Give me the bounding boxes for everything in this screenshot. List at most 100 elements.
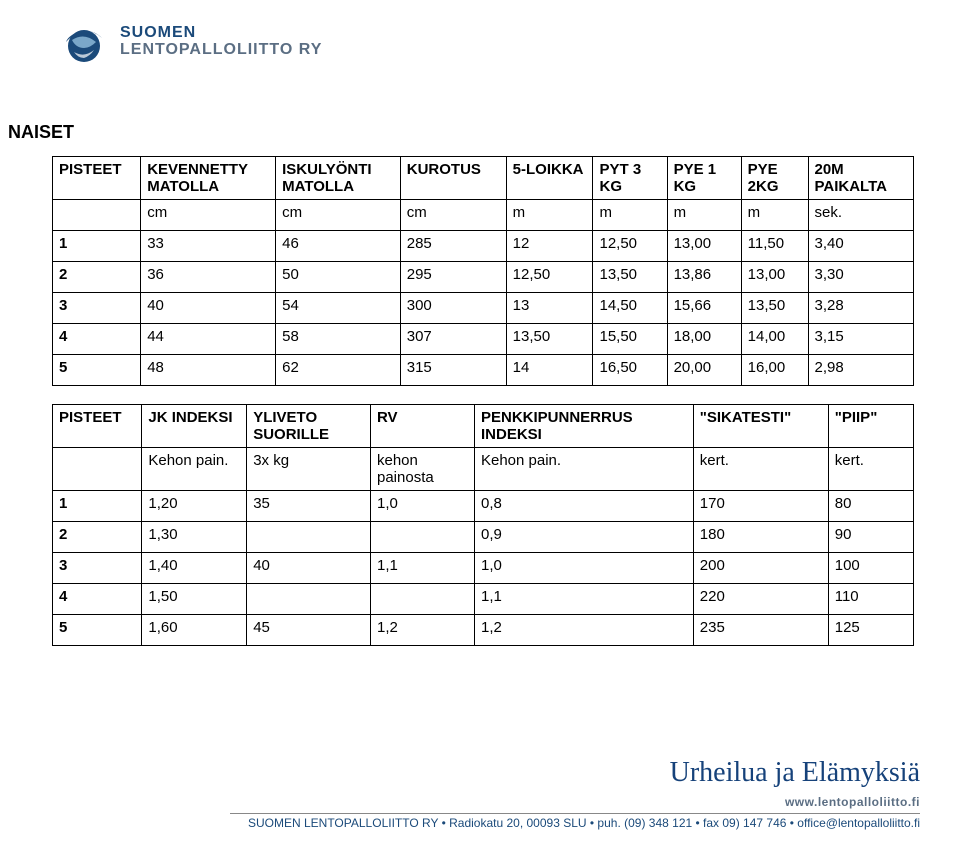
table-cell: 13,50 [593,262,667,293]
table2-container: PISTEET JK INDEKSI YLIVETO SUORILLE RV P… [52,404,914,646]
t2-h4: RV [371,405,475,448]
table-row: 11,20351,00,817080 [53,491,914,522]
section-title: NAISET [8,122,74,143]
table-cell: 13,50 [741,293,808,324]
table-cell: 4 [53,584,142,615]
table-cell: 1,0 [474,553,693,584]
table-row: 4445830713,5015,5018,0014,003,15 [53,324,914,355]
table-cell [247,584,371,615]
logo-ball-icon [56,18,112,66]
t1-u8: m [741,200,808,231]
table-cell: 295 [400,262,506,293]
table-cell: 15,66 [667,293,741,324]
table-cell: 285 [400,231,506,262]
table-cell: 125 [828,615,913,646]
table-cell: 13,86 [667,262,741,293]
table-cell: 50 [276,262,401,293]
table-cell: 13,00 [667,231,741,262]
t1-h6: PYT 3 KG [593,157,667,200]
t2-h2: JK INDEKSI [142,405,247,448]
table-cell: 110 [828,584,913,615]
logo-line2: LENTOPALLOLIITTO RY [120,42,322,59]
table-cell: 16,00 [741,355,808,386]
t2-u3: 3x kg [247,448,371,491]
table-row: 133462851212,5013,0011,503,40 [53,231,914,262]
table-cell: 40 [247,553,371,584]
table-row: 51,60451,21,2235125 [53,615,914,646]
t2-h6: "SIKATESTI" [693,405,828,448]
table-cell: 45 [247,615,371,646]
table-cell [371,522,475,553]
table-cell: 20,00 [667,355,741,386]
table-cell: 3,28 [808,293,914,324]
table-cell: 2,98 [808,355,914,386]
t1-u7: m [667,200,741,231]
t2-u6: kert. [693,448,828,491]
table-cell: 13,50 [506,324,593,355]
t2-u4: kehon painosta [371,448,475,491]
table-cell: 1,20 [142,491,247,522]
table-cell: 14,50 [593,293,667,324]
table-row: 31,40401,11,0200100 [53,553,914,584]
table-cell: 11,50 [741,231,808,262]
t1-u1 [53,200,141,231]
table1-container: PISTEET KEVENNETTY MATOLLA ISKULYÖNTI MA… [52,156,914,386]
t1-u4: cm [400,200,506,231]
footer-slogan: Urheilua ja Elämyksiä [230,757,920,789]
t1-h4: KUROTUS [400,157,506,200]
t1-h7: PYE 1 KG [667,157,741,200]
logo-text: SUOMEN LENTOPALLOLIITTO RY [120,25,322,59]
table-cell: 16,50 [593,355,667,386]
table-cell: 1,1 [371,553,475,584]
table-cell: 220 [693,584,828,615]
table-row: 340543001314,5015,6613,503,28 [53,293,914,324]
footer-divider [230,813,920,814]
table-row: 21,300,918090 [53,522,914,553]
t2-h5: PENKKIPUNNERRUS INDEKSI [474,405,693,448]
table-cell: 4 [53,324,141,355]
table-cell: 90 [828,522,913,553]
table-cell: 1,0 [371,491,475,522]
table-cell: 12,50 [593,231,667,262]
table-cell: 36 [141,262,276,293]
table2: PISTEET JK INDEKSI YLIVETO SUORILLE RV P… [52,404,914,646]
table-cell: 170 [693,491,828,522]
table-cell [371,584,475,615]
table-cell: 12,50 [506,262,593,293]
table-cell: 100 [828,553,913,584]
header-logo: SUOMEN LENTOPALLOLIITTO RY [56,18,322,66]
t1-h8: PYE 2KG [741,157,808,200]
t1-u9: sek. [808,200,914,231]
table-cell: 12 [506,231,593,262]
table-cell: 3,30 [808,262,914,293]
table-row: 548623151416,5020,0016,002,98 [53,355,914,386]
table-cell: 54 [276,293,401,324]
table-cell: 48 [141,355,276,386]
t2-u5: Kehon pain. [474,448,693,491]
table-cell: 5 [53,615,142,646]
table-cell: 3,15 [808,324,914,355]
table-cell: 1,40 [142,553,247,584]
table-cell: 307 [400,324,506,355]
table-cell: 13 [506,293,593,324]
table-cell: 0,9 [474,522,693,553]
t2-h3: YLIVETO SUORILLE [247,405,371,448]
table-cell [247,522,371,553]
t2-h1: PISTEET [53,405,142,448]
table-cell: 300 [400,293,506,324]
table2-header-row: PISTEET JK INDEKSI YLIVETO SUORILLE RV P… [53,405,914,448]
t2-u1 [53,448,142,491]
table-cell: 1,1 [474,584,693,615]
t2-h7: "PIIP" [828,405,913,448]
table-cell: 1,30 [142,522,247,553]
table-cell: 44 [141,324,276,355]
t1-u5: m [506,200,593,231]
t1-u6: m [593,200,667,231]
table-cell: 33 [141,231,276,262]
table1-unit-row: cm cm cm m m m m sek. [53,200,914,231]
table-cell: 14 [506,355,593,386]
table-cell: 35 [247,491,371,522]
table-cell: 14,00 [741,324,808,355]
table-cell: 15,50 [593,324,667,355]
table-cell: 46 [276,231,401,262]
